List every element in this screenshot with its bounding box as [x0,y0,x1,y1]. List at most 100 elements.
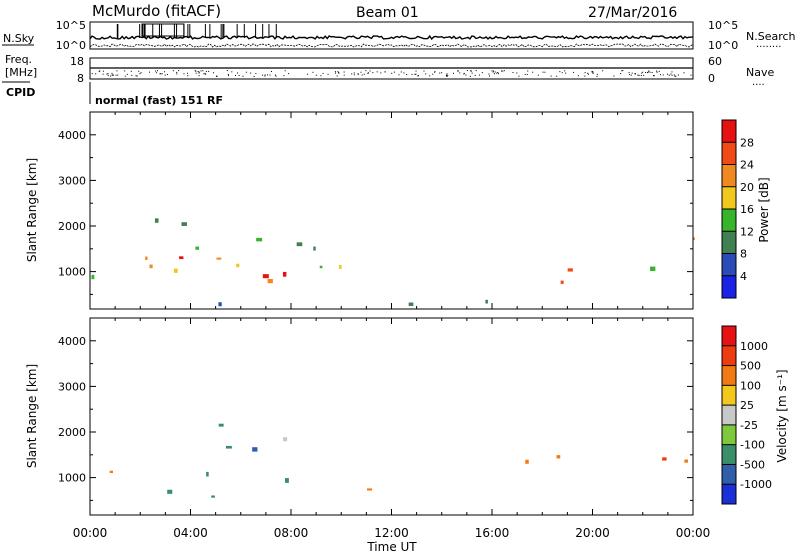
velocity-data-layer [109,423,688,498]
nave-dot [441,72,443,74]
colorbar-segment [722,186,736,209]
nave-dot [651,71,653,73]
nave-dot [647,71,649,73]
nave-dot [415,73,417,75]
nave-dot [159,73,161,75]
nave-dot [667,73,669,75]
nave-dot [164,74,166,76]
nave-dot [497,73,499,75]
nave-dot [640,75,642,77]
nave-dot [288,73,290,75]
nave-dot [475,70,477,72]
nave-dot [365,70,367,72]
data-cell [662,457,667,461]
nave-dot [501,70,503,72]
nave-dot [423,70,425,72]
nsearch-dots: ········ [756,42,781,53]
colorbar-segment [722,253,736,276]
nave-dot [337,71,339,73]
nave-dot [271,70,273,72]
nave-dot [596,75,598,77]
nave-dot [502,70,504,72]
nave-dot [556,75,558,77]
y-tick-label: 4000 [58,129,86,142]
nave-dot [203,73,205,75]
data-cell [684,459,688,463]
nave-dot [198,75,200,77]
data-cell [154,218,159,223]
data-cell [167,489,173,494]
colorbar-tick-label: 1000 [740,340,768,353]
data-cell [173,268,178,273]
nsky-label: N.Sky [3,32,35,45]
noise-traces [89,23,694,48]
nave-dot [403,72,405,74]
data-cell [109,470,113,474]
data-cell [560,280,564,284]
nave-dot [457,70,459,72]
nave-dot [596,73,598,75]
data-cell [218,423,224,427]
nave-dot [369,70,371,72]
x-tick-label: 00:00 [73,526,108,540]
nave-dot [178,70,180,72]
nave-dot [653,75,655,77]
nave-dot [176,71,178,73]
nave-dot [497,71,499,73]
nave-dot [250,72,252,74]
nave-dot [245,71,247,73]
nave-dot [493,70,495,72]
data-cell [206,471,209,477]
nave-dot [322,72,324,74]
colorbar-tick-label: -500 [740,458,765,471]
y-tick-label: 1000 [58,472,86,485]
colorbar-segment [722,326,736,346]
nave-dot [591,71,593,73]
nave-dot [494,71,496,73]
nave-dot [343,71,345,73]
data-cell [556,455,561,459]
nave-dot [283,75,285,77]
time-xlabel: Time UT [366,540,417,554]
freq-tick-top: 18 [70,55,84,68]
nave-dot [492,71,494,73]
nave-dot [432,73,434,75]
power-colorbar-label: Power [dB] [757,177,771,242]
freq-label-1: Freq. [5,53,32,66]
nave-dots: ···· [752,80,765,91]
nave-dot [622,70,624,72]
nave-dot [367,72,369,74]
freq-tick-bottom: 8 [77,72,84,85]
nave-dot [139,73,141,75]
station-title: McMurdo (fitACF) [92,2,221,20]
nave-dot [439,72,441,74]
velocity-colorbar: 1000 500 100 25 -25 -100 -500 -1000 [721,325,772,505]
velocity-panel-frame [89,317,694,516]
nave-dot [445,75,447,77]
colorbar-tick-label: 25 [740,399,754,412]
nave-dot [516,72,518,74]
nave-dot [361,74,363,76]
nsearch-label: N.Search [746,30,796,43]
data-cell [567,268,573,272]
colorbar-segment [722,484,736,504]
nave-dot [463,72,465,74]
nave-dot [532,71,534,73]
nave-dot [662,74,664,76]
nave-dot [573,71,575,73]
nave-dot [649,71,651,73]
nave-dot [102,73,104,75]
nave-dot [481,72,483,74]
nave-dot [466,70,468,72]
data-cell [650,266,656,271]
nave-dot [242,75,244,77]
nave-dot [518,75,520,77]
nave-dot [445,74,447,76]
nave-dot [116,70,118,72]
nave-dot [488,73,490,75]
nave-tick-bottom: 0 [708,72,715,85]
nave-dot [447,74,449,76]
nave-dot [380,72,382,74]
colorbar-tick-label: 4 [740,270,747,283]
data-cell [256,237,263,242]
